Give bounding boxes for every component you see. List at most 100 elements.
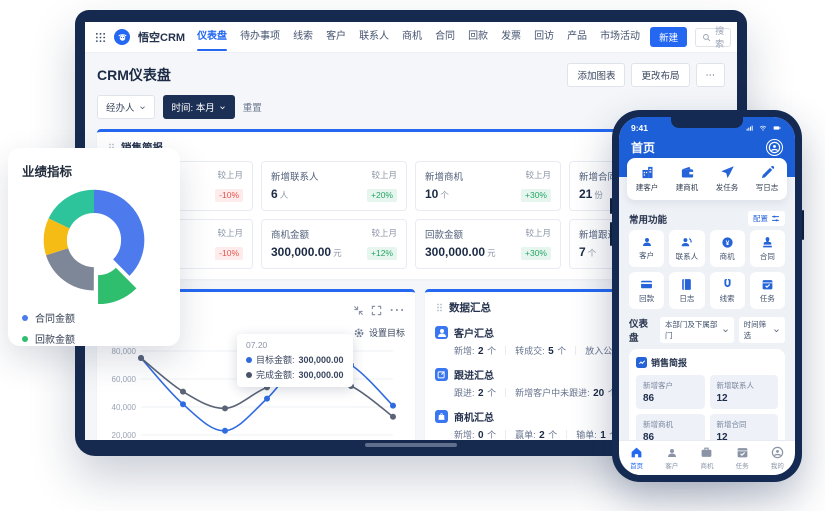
compress-icon[interactable] [353, 305, 364, 316]
phone-tabbar: 首页 客户 商机 任务 我的 [619, 440, 795, 475]
function-tile-yuan[interactable]: ¥ 商机 [709, 230, 745, 267]
summary-item-detail: 跟进: 2 个｜新增客户中未跟进: 20 个 [454, 388, 617, 399]
fullscreen-icon[interactable] [371, 305, 382, 316]
card-value: 300,000.00 元 [425, 245, 496, 259]
reset-link[interactable]: 重置 [242, 103, 262, 114]
performance-indicator-card: 业绩指标 合同金额 回款金额 [8, 148, 180, 346]
search-input[interactable]: 搜索 [695, 26, 732, 49]
brief-icon [636, 357, 647, 368]
person-icon [641, 236, 653, 248]
function-tile-contact[interactable]: 联系人 [669, 230, 705, 267]
function-tile-stamp[interactable]: 合同 [749, 230, 785, 267]
new-button[interactable]: 新建 [650, 27, 688, 47]
tab-me[interactable]: 我的 [771, 446, 784, 470]
performance-donut-chart [22, 182, 166, 304]
summary-item-title: 商机汇总 [454, 413, 494, 424]
phone-power-button [802, 210, 804, 240]
panel-more-icon[interactable]: ⋯ [389, 302, 405, 319]
tab-label: 任务 [735, 463, 749, 470]
summary-title: 数据汇总 [449, 302, 491, 314]
stat-tile: 新增客户 86 [636, 375, 705, 409]
delta-badge: +20% [367, 188, 397, 202]
tab-home[interactable]: 首页 [630, 446, 643, 470]
briefcase-icon [700, 446, 713, 459]
nav-item-2[interactable]: 线索 [293, 31, 314, 42]
quick-action-label: 建商机 [675, 183, 699, 192]
pen-icon [760, 165, 775, 180]
time-filter[interactable]: 时间: 本月 [162, 95, 235, 119]
chevron-down-icon [722, 327, 729, 334]
nav-item-8[interactable]: 发票 [501, 31, 522, 42]
svg-text:¥: ¥ [725, 239, 729, 246]
configure-label: 配置 [753, 214, 768, 223]
more-button[interactable]: ⋯ [695, 63, 725, 87]
tab-task[interactable]: 任务 [736, 446, 749, 470]
department-filter[interactable]: 本部门及下属部门 [659, 317, 734, 343]
card-value: 10 个 [425, 187, 449, 201]
owner-filter[interactable]: 经办人 [97, 95, 155, 119]
svg-text:80,000: 80,000 [112, 347, 137, 356]
nav-item-0[interactable]: 仪表盘 [197, 22, 228, 52]
stat-label: 新增商机 [643, 420, 673, 429]
apps-grid-icon[interactable] [95, 32, 106, 43]
drag-handle-icon[interactable] [435, 303, 444, 312]
configure-button[interactable]: 配置 [748, 211, 785, 226]
delta-badge: -10% [215, 246, 243, 260]
function-tile-journal[interactable]: 日志 [669, 272, 705, 309]
tab-label: 商机 [700, 463, 714, 470]
top-navbar: 悟空CRM 仪表盘 待办事项 线索 客户 联系人 商机 合同 回款 发票 回访 产品 市场活动 新建 … [85, 22, 737, 53]
phone-avatar[interactable] [766, 139, 783, 156]
function-tile-card[interactable]: 回款 [629, 272, 665, 309]
quick-action-label: 写日志 [755, 183, 779, 192]
nav-item-1[interactable]: 待办事项 [240, 31, 281, 42]
legend-item: 回款金额 [22, 331, 166, 346]
quick-action-label: 发任务 [715, 183, 739, 192]
legend-dot [22, 335, 28, 342]
brief-card-6: 回款金额 300,000.00 元 较上月 +30% [415, 219, 561, 269]
nav-item-4[interactable]: 联系人 [359, 31, 390, 42]
tile-label: 回款 [639, 293, 655, 303]
phone-volume-button [610, 198, 612, 214]
nav-item-3[interactable]: 客户 [326, 31, 347, 42]
card-title: 商机金额 [271, 230, 310, 241]
time-filter-phone[interactable]: 时间筛选 [738, 317, 785, 343]
function-tile-person[interactable]: 客户 [629, 230, 665, 267]
stat-value: 12 [716, 393, 728, 404]
nav-item-10[interactable]: 产品 [567, 31, 588, 42]
function-tile-task[interactable]: 任务 [749, 272, 785, 309]
nav-item-7[interactable]: 回款 [468, 31, 489, 42]
phone-page-title: 首页 [631, 141, 656, 155]
change-layout-button[interactable]: 更改布局 [631, 63, 690, 87]
quick-action-building[interactable]: 建客户 [636, 165, 658, 193]
tab-person[interactable]: 客户 [665, 447, 678, 470]
nav-item-6[interactable]: 合同 [435, 31, 456, 42]
quick-action-pen[interactable]: 写日志 [755, 165, 779, 193]
tab-briefcase[interactable]: 商机 [700, 446, 713, 470]
tab-label: 首页 [630, 463, 644, 470]
tile-label: 合同 [759, 251, 775, 261]
chevron-down-icon [139, 104, 146, 111]
quick-action-send[interactable]: 发任务 [715, 165, 739, 193]
card-title: 新增联系人 [271, 172, 319, 183]
signal-icon [745, 124, 755, 132]
stat-value: 86 [643, 432, 655, 443]
donut-legend: 合同金额 回款金额 [22, 310, 166, 346]
functions-grid: 客户 联系人 ¥ 商机 合同回款 日志 线索 任务 [619, 230, 795, 309]
stamp-icon [761, 236, 774, 249]
card-title: 新增合同 [579, 172, 618, 183]
add-chart-button[interactable]: 添加图表 [567, 63, 626, 87]
nav-item-5[interactable]: 商机 [402, 31, 423, 42]
legend-dot [22, 314, 28, 321]
edit-icon [435, 368, 448, 381]
delta-badge: +12% [367, 246, 397, 260]
function-tile-hook[interactable]: 线索 [709, 272, 745, 309]
quick-action-wallet[interactable]: 建商机 [675, 165, 699, 193]
tile-label: 日志 [679, 293, 695, 303]
set-target-link[interactable]: 设置目标 [368, 328, 405, 338]
owner-filter-label: 经办人 [106, 103, 135, 114]
phone-dashboard-title: 仪表盘 [629, 319, 649, 344]
stat-label: 新增客户 [643, 381, 673, 390]
nav-item-9[interactable]: 回访 [534, 31, 555, 42]
stat-tile: 新增联系人 12 [709, 375, 778, 409]
nav-item-11[interactable]: 市场活动 [600, 31, 641, 42]
